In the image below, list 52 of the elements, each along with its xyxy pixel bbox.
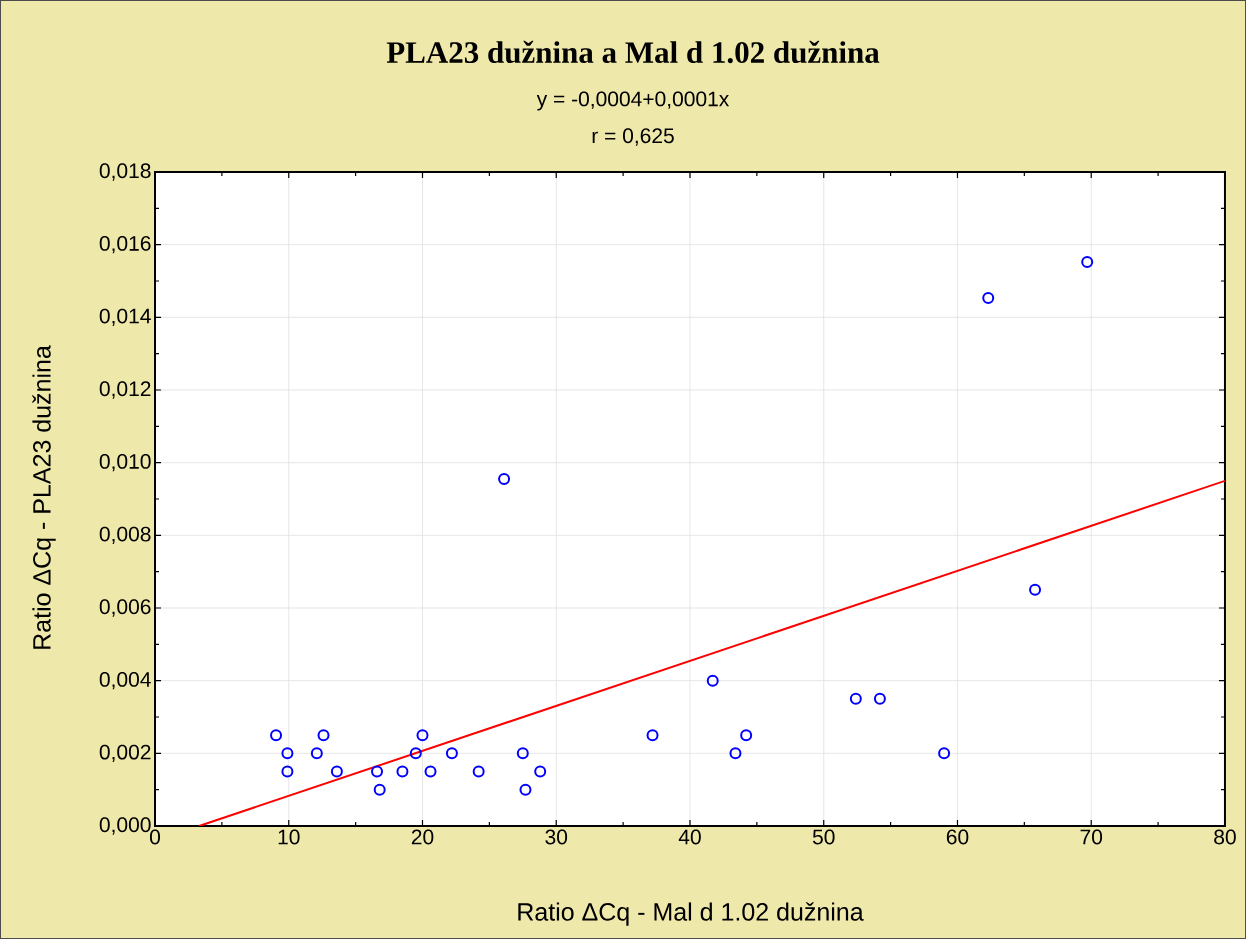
x-tick-label: 50 [812, 829, 835, 845]
point [729, 747, 742, 760]
point [706, 674, 719, 687]
y-tick-label: 0,016 [99, 235, 151, 254]
point [740, 729, 753, 742]
x-tick-label: 60 [946, 829, 969, 845]
point [1081, 256, 1094, 269]
y-tick-label: 0,004 [99, 671, 151, 690]
x-tick-label: 0 [149, 829, 161, 845]
x-tick-label: 70 [1080, 829, 1103, 845]
y-tick-label: 0,008 [99, 526, 151, 544]
y-tick-label: 0,006 [99, 599, 151, 617]
x-tick-label: 30 [545, 829, 568, 845]
chart-title: PLA23 dužnina a Mal d 1.02 dužnina [386, 40, 880, 64]
point [498, 473, 511, 486]
point [873, 692, 886, 705]
point [646, 729, 659, 742]
x-tick-label: 40 [678, 829, 701, 845]
text: y = -0,0004+0,0001x [536, 91, 730, 111]
point [849, 692, 862, 705]
y-tick-label: 0,002 [99, 744, 151, 762]
point [472, 765, 485, 778]
y-tick-label: 0,018 [99, 163, 151, 181]
point [534, 765, 547, 778]
point [409, 747, 422, 760]
point [270, 729, 283, 742]
point [416, 729, 429, 742]
x-tick-label: 10 [278, 829, 300, 845]
x-axis-title: Ratio ΔCq - Mal d 1.02 dužnina [518, 902, 864, 926]
y-tick-label: 0,000 [99, 817, 151, 835]
point [371, 765, 384, 778]
y-tick-label: 0,010 [99, 453, 151, 472]
point [330, 765, 343, 778]
point [373, 783, 386, 796]
y-tick-label: 0,012 [99, 381, 151, 399]
point [281, 765, 294, 778]
point [445, 747, 458, 760]
x-tick-label: 80 [1214, 829, 1236, 845]
point [519, 783, 532, 796]
y-tick-label: 0,014 [99, 308, 151, 326]
point [424, 765, 437, 778]
point [317, 729, 330, 742]
point [1029, 583, 1042, 596]
point [982, 292, 995, 305]
text: r = 0,625 [592, 128, 674, 146]
y-axis-title: Ratio ΔCq - PLA23 dužnina [32, 345, 56, 649]
point [396, 765, 409, 778]
point [516, 747, 529, 760]
point [938, 747, 951, 760]
point [281, 747, 294, 760]
point [310, 747, 323, 760]
x-tick-label: 20 [411, 829, 434, 845]
